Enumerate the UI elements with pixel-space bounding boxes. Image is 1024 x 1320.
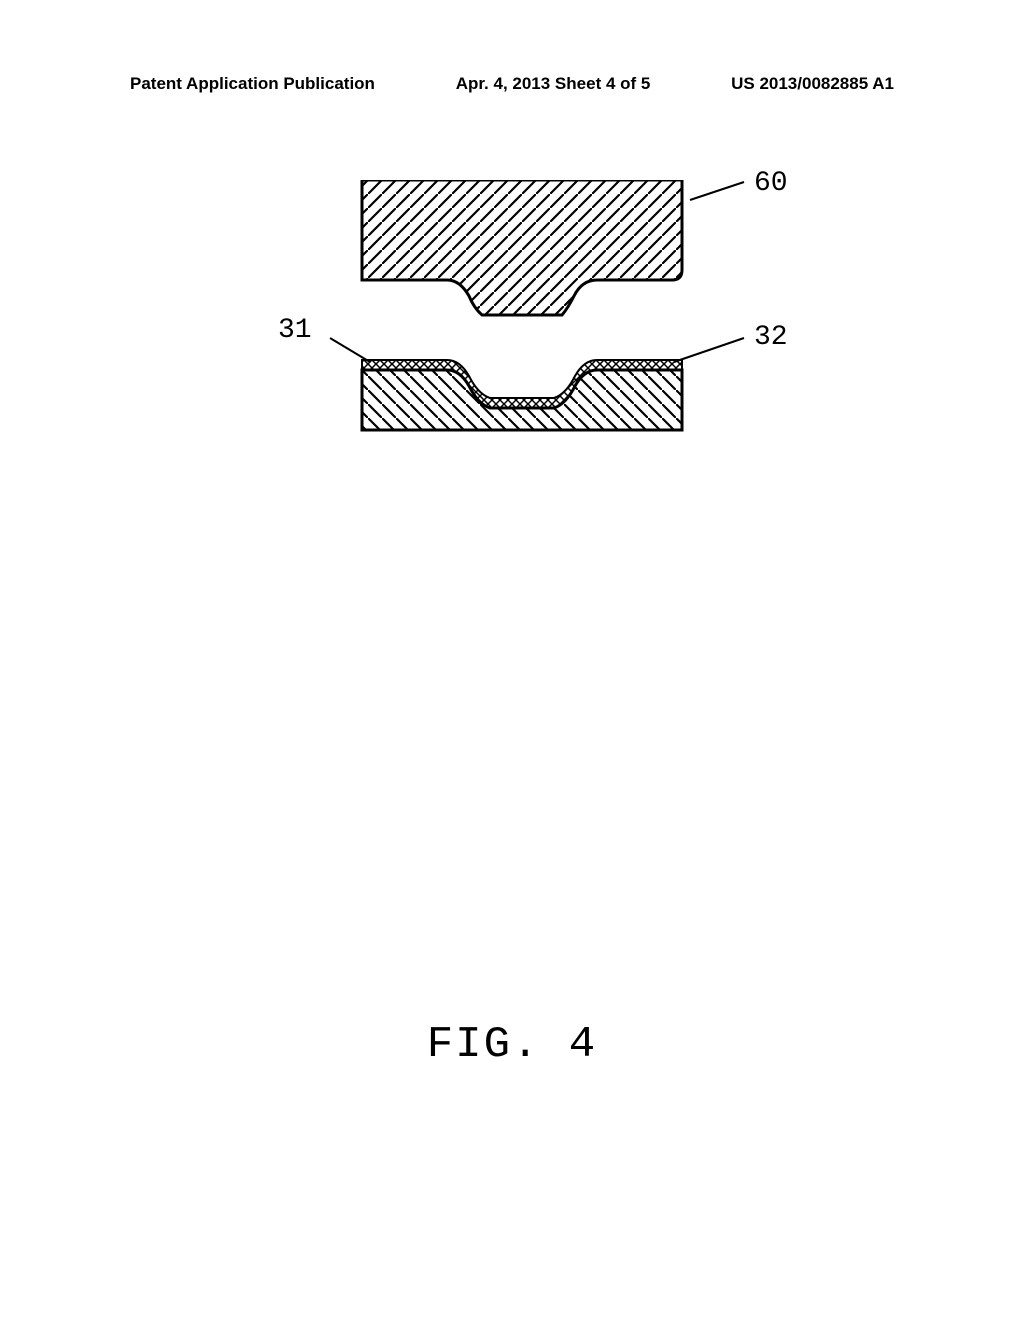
label-31: 31 (278, 315, 312, 346)
leader-32 (674, 338, 744, 362)
upper-mold-shape (362, 180, 682, 315)
figure-area: 60 31 32 (232, 180, 792, 460)
label-32: 32 (754, 322, 788, 353)
label-60: 60 (754, 168, 788, 199)
leader-31 (330, 338, 370, 362)
header-date-sheet: Apr. 4, 2013 Sheet 4 of 5 (456, 74, 651, 94)
header-pub-number: US 2013/0082885 A1 (731, 74, 894, 94)
header-pub-label: Patent Application Publication (130, 74, 375, 94)
cross-section-svg (232, 180, 792, 460)
page-header: Patent Application Publication Apr. 4, 2… (0, 74, 1024, 94)
leader-60 (690, 182, 744, 200)
figure-caption: FIG. 4 (0, 1020, 1024, 1070)
